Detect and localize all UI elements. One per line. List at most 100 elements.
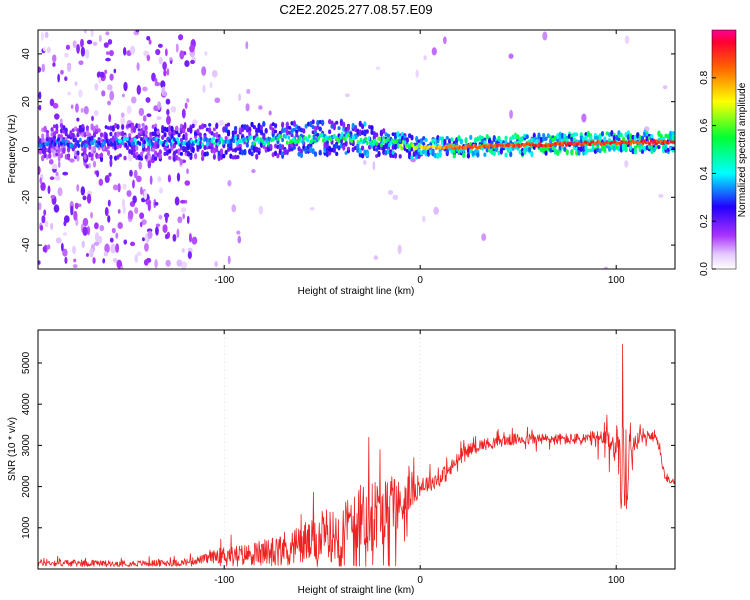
spectrogram-cell <box>141 143 145 149</box>
spectrogram-cell <box>537 132 541 140</box>
spectrogram-cell <box>238 147 242 152</box>
spectrogram-cell <box>415 69 419 79</box>
spectrogram-xtick-label: -100 <box>214 275 234 286</box>
spectrogram-cell <box>450 146 454 150</box>
spectrogram-cell <box>640 149 645 154</box>
spectrogram-cell <box>199 136 203 142</box>
spectrogram-cell <box>46 46 51 54</box>
spectrogram-cell <box>54 175 61 181</box>
spectrogram-cell <box>196 128 200 135</box>
spectrogram-cell <box>387 189 394 196</box>
spectrogram-cell <box>309 206 315 211</box>
spectrogram-cell <box>168 138 172 144</box>
snr-xtick-label: 0 <box>417 575 423 586</box>
spectrogram-cell <box>208 123 212 127</box>
spectrogram-cell <box>658 193 664 198</box>
spectrogram-cell <box>549 147 553 153</box>
spectrogram-cell <box>234 135 237 140</box>
spectrogram-cell <box>252 146 256 153</box>
spectrogram-cell <box>624 35 630 44</box>
spectrogram-cell <box>43 46 46 52</box>
spectrogram-cell <box>572 137 576 142</box>
spectrogram-cell <box>72 40 77 49</box>
spectrogram-cell <box>74 150 78 157</box>
spectrogram-cell <box>141 219 147 225</box>
spectrogram-cell <box>328 129 332 135</box>
spectrogram-cell <box>304 123 308 129</box>
spectrogram-cell <box>112 184 119 191</box>
spectrogram-cell <box>142 115 147 122</box>
spectrogram-cell <box>214 97 221 104</box>
spectrogram-cell <box>464 146 468 150</box>
spectrogram-cell <box>127 210 134 220</box>
spectrogram-cell <box>59 152 64 159</box>
spectrogram-cell <box>66 63 72 72</box>
spectrogram-cell <box>115 243 120 253</box>
spectrogram-cell <box>212 132 216 138</box>
spectrogram-cell <box>62 147 66 154</box>
spectrogram-cell <box>259 125 264 130</box>
spectrogram-cell <box>72 264 78 269</box>
spectrogram-cell <box>40 182 46 191</box>
spectrogram-cell <box>190 59 195 65</box>
spectrogram-cell <box>603 137 607 142</box>
spectrogram-cell <box>41 145 47 155</box>
spectrogram-cell <box>443 138 447 145</box>
spectrogram-cell <box>664 145 668 150</box>
spectrogram-cell <box>575 132 579 137</box>
spectrogram-cell <box>269 123 273 131</box>
spectrogram-cell <box>652 139 656 144</box>
spectrogram-cell <box>353 145 358 151</box>
spectrogram-cell <box>90 156 94 161</box>
spectrogram-cell <box>241 127 245 133</box>
spectrogram-cell <box>617 130 621 136</box>
spectrogram-cell <box>283 148 287 156</box>
spectrogram-cell <box>117 221 123 229</box>
spectrogram-cell <box>631 148 635 155</box>
spectrogram-cell <box>128 133 132 138</box>
spectrogram-cell <box>156 130 160 135</box>
spectrogram-cell <box>123 155 127 161</box>
spectrogram-cell <box>165 141 168 147</box>
spectrogram-cell <box>619 132 623 138</box>
spectrogram-cell <box>78 137 82 143</box>
spectrogram-cell <box>168 155 172 160</box>
spectrogram-cell <box>226 129 231 136</box>
spectrogram-cell <box>109 49 114 57</box>
spectrogram-cell <box>64 127 68 133</box>
spectrogram-cell <box>638 145 642 153</box>
spectrogram-cell <box>184 132 188 139</box>
spectrogram-cell <box>155 48 161 56</box>
spectrogram-cell <box>563 146 567 152</box>
snr-clip <box>38 343 675 567</box>
spectrogram-cell <box>659 139 662 143</box>
spectrogram-cell <box>417 147 421 153</box>
spectrogram-cell <box>88 136 92 142</box>
colorbar-gradient <box>711 29 737 270</box>
spectrogram-cell <box>212 136 216 141</box>
spectrogram-cell <box>483 140 487 145</box>
spectrogram-cell <box>186 168 189 175</box>
spectrogram-cell <box>671 131 675 136</box>
spectrogram-cell <box>77 143 81 148</box>
spectrogram-cell <box>382 128 386 134</box>
spectrogram-cell <box>551 145 555 151</box>
spectrogram-cell <box>137 123 141 129</box>
spectrogram-cell <box>287 135 291 140</box>
spectrogram-cell <box>117 209 121 214</box>
spectrogram-cell <box>166 108 170 116</box>
spectrogram-cell <box>273 150 278 156</box>
spectrogram-cell <box>453 146 457 151</box>
colorbar-tick-label: 0.6 <box>699 118 710 132</box>
spectrogram-cell <box>72 245 77 255</box>
spectrogram-cell <box>136 62 140 71</box>
spectrogram-cell <box>130 124 134 131</box>
spectrogram-cell <box>126 190 132 197</box>
spectrogram-cell <box>462 151 466 159</box>
spectrogram-cell <box>196 143 200 151</box>
spectrogram-cell <box>219 148 224 155</box>
spectrogram-ticks: -100 0 100 -40 -20 0 20 40 <box>21 30 675 286</box>
spectrogram-cell <box>151 72 156 82</box>
spectrogram-cell <box>64 131 68 137</box>
spectrogram-cell <box>176 172 181 182</box>
